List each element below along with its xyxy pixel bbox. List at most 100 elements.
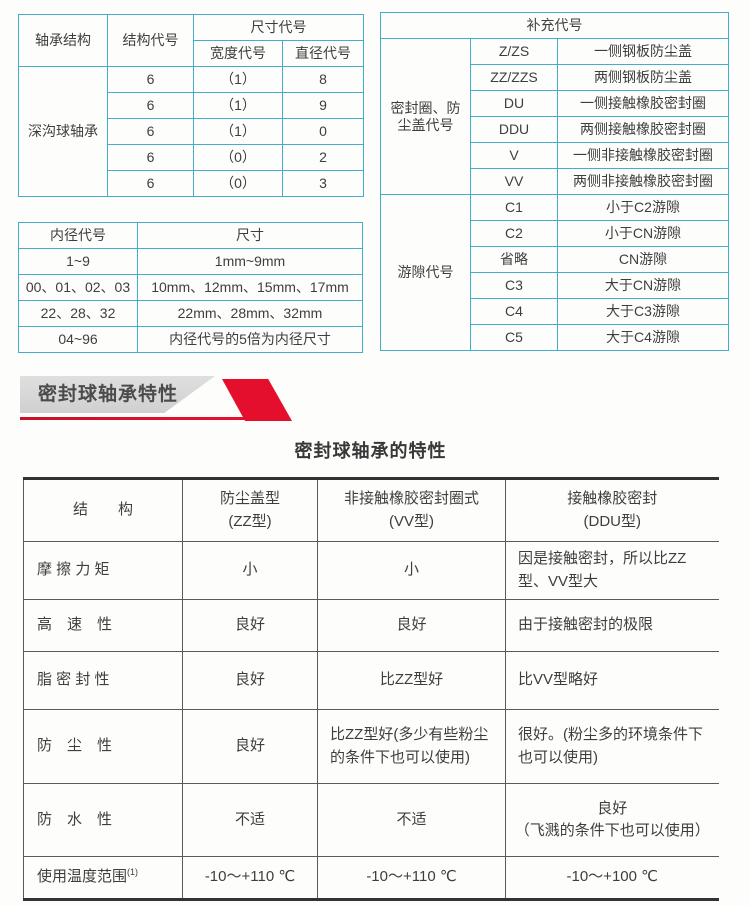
- cell: 04~96: [18, 326, 138, 353]
- cell: 小: [317, 541, 506, 600]
- cell: 6: [107, 118, 194, 145]
- cell: 一侧钢板防尘盖: [557, 38, 729, 65]
- cell: 6: [107, 144, 194, 171]
- cell-line2: （飞溅的条件下也可以使用）: [514, 822, 710, 839]
- cell: 小: [182, 541, 318, 600]
- cell: 22、28、32: [18, 300, 138, 327]
- cell: 不适: [182, 783, 318, 857]
- cell: 因是接触密封，所以比ZZ型、VV型大: [505, 541, 719, 600]
- cell: （1）: [193, 92, 283, 119]
- table-row: DDU 两侧接触橡胶密封圈: [381, 116, 729, 143]
- cell: 两侧接触橡胶密封圈: [557, 116, 729, 143]
- characteristics-table: 结 构 防尘盖型 (ZZ型) 非接触橡胶密封圈式 (VV型) 接触橡胶密封 (D…: [23, 477, 719, 901]
- table-row: 内径代号 尺寸: [18, 222, 363, 249]
- table-row: 使用温度范围(1) -10～+110 ℃ -10～+110 ℃ -10～+100…: [23, 856, 719, 900]
- header-supplement-code: 补充代号: [380, 12, 729, 39]
- header-size-code: 尺寸代号: [193, 14, 364, 41]
- cell: 小于CN游隙: [557, 220, 729, 247]
- cell: C4: [470, 298, 558, 325]
- section-banner-label: 密封球轴承特性: [38, 384, 179, 405]
- header-line1: 非接触橡胶密封圈式: [343, 490, 479, 507]
- cell: 比ZZ型好(多少有些粉尘的条件下也可以使用): [317, 709, 506, 784]
- header-diameter-code: 直径代号: [282, 40, 364, 67]
- cell: 很好。(粉尘多的环境条件下也可以使用): [505, 709, 719, 784]
- header-line2: (DDU型): [583, 512, 642, 530]
- cell: （1）: [193, 118, 283, 145]
- bearing-structure-code-table: 轴承结构 结构代号 尺寸代号 宽度代号 直径代号 深沟球轴承 6 （1） 8 6…: [18, 14, 364, 197]
- characteristics-table-title: 密封球轴承的特性: [294, 441, 447, 461]
- cell: 大于CN游隙: [557, 272, 729, 299]
- cell-bearing-type: 深沟球轴承: [18, 66, 108, 197]
- row-label: 防 水 性: [23, 783, 183, 857]
- header-vv-type: 非接触橡胶密封圈式 (VV型): [317, 478, 506, 542]
- cell: 00、01、02、03: [18, 274, 138, 301]
- group-label-seal-dustcover: 密封圈、防尘盖代号: [380, 38, 471, 195]
- cell: 比VV型略好: [505, 651, 719, 710]
- cell: 两侧非接触橡胶密封圈: [557, 168, 729, 195]
- cell: 省略: [470, 246, 558, 273]
- cell: 1~9: [18, 248, 138, 275]
- table-row: 补充代号: [380, 12, 729, 39]
- header-line2: (VV型): [388, 512, 434, 530]
- table-row: C5 大于C4游隙: [381, 324, 729, 351]
- cell: 6: [107, 170, 194, 197]
- table-row: 密封圈、防尘盖代号 Z/ZS 一侧钢板防尘盖: [380, 38, 729, 195]
- cell: C3: [470, 272, 558, 299]
- cell: 2: [282, 144, 364, 171]
- cell: C1: [470, 194, 558, 221]
- cell: 小于C2游隙: [557, 194, 729, 221]
- cell: 9: [282, 92, 364, 119]
- table-row: 摩 擦 力 矩 小 小 因是接触密封，所以比ZZ型、VV型大: [23, 541, 719, 600]
- row-label: 摩 擦 力 矩: [23, 541, 183, 600]
- cell: 两侧钢板防尘盖: [557, 64, 729, 91]
- cell: C2: [470, 220, 558, 247]
- row-label-text: 使用温度范围: [37, 868, 128, 886]
- cell: 由于接触密封的极限: [505, 599, 719, 652]
- header-size: 尺寸: [137, 222, 363, 249]
- table-row: 22、28、32 22mm、28mm、32mm: [18, 300, 363, 327]
- header-line1: 结 构: [72, 501, 133, 519]
- cell: Z/ZS: [470, 38, 558, 65]
- table-row: 高 速 性 良好 良好 由于接触密封的极限: [23, 599, 719, 652]
- table-row: C3 大于CN游隙: [381, 272, 729, 299]
- cell: 良好 （飞溅的条件下也可以使用）: [505, 783, 719, 857]
- header-zz-type: 防尘盖型 (ZZ型): [182, 478, 318, 542]
- header-line1: 防尘盖型: [219, 490, 280, 507]
- cell: ZZ/ZZS: [470, 64, 558, 91]
- banner-red-accent: [222, 379, 292, 421]
- cell: 比ZZ型好: [317, 651, 506, 710]
- table-row: VV 两侧非接触橡胶密封圈: [381, 168, 729, 195]
- cell: DU: [470, 90, 558, 117]
- cell: 大于C3游隙: [557, 298, 729, 325]
- table-row: 宽度代号 直径代号: [19, 40, 364, 67]
- cell: -10～+110 ℃: [182, 856, 318, 900]
- table-row: DU 一侧接触橡胶密封圈: [381, 90, 729, 117]
- cell: CN游隙: [557, 246, 729, 273]
- cell: 良好: [182, 599, 318, 652]
- cell: C5: [470, 324, 558, 351]
- supplement-code-table: 补充代号 密封圈、防尘盖代号 Z/ZS 一侧钢板防尘盖 ZZ/ZZS 两侧钢板防…: [380, 12, 729, 351]
- cell: 0: [282, 118, 364, 145]
- table-row: 00、01、02、03 10mm、12mm、15mm、17mm: [18, 274, 363, 301]
- table-row: 1~9 1mm~9mm: [18, 248, 363, 275]
- cell: V: [470, 142, 558, 169]
- table-row: C4 大于C3游隙: [381, 298, 729, 325]
- table-row: 脂 密 封 性 良好 比ZZ型好 比VV型略好: [23, 651, 719, 710]
- cell-line1: 良好: [597, 799, 628, 817]
- table-row: 防 水 性 不适 不适 良好 （飞溅的条件下也可以使用）: [23, 783, 719, 857]
- group-label-clearance-code: 游隙代号: [380, 194, 471, 351]
- cell: 10mm、12mm、15mm、17mm: [137, 274, 363, 301]
- cell: （0）: [193, 144, 283, 171]
- header-bore-code: 内径代号: [18, 222, 138, 249]
- cell: （0）: [193, 170, 283, 197]
- header-structure-code: 结构代号: [107, 14, 194, 67]
- table-row: 轴承结构 结构代号 尺寸代号: [18, 14, 364, 67]
- table-row: 防 尘 性 良好 比ZZ型好(多少有些粉尘的条件下也可以使用) 很好。(粉尘多的…: [23, 709, 719, 784]
- cell: 1mm~9mm: [137, 248, 363, 275]
- cell: 6: [107, 92, 194, 119]
- banner-underline: [20, 417, 245, 420]
- cell: 良好: [317, 599, 506, 652]
- table-row: C2 小于CN游隙: [381, 220, 729, 247]
- table-row: 省略 CN游隙: [381, 246, 729, 273]
